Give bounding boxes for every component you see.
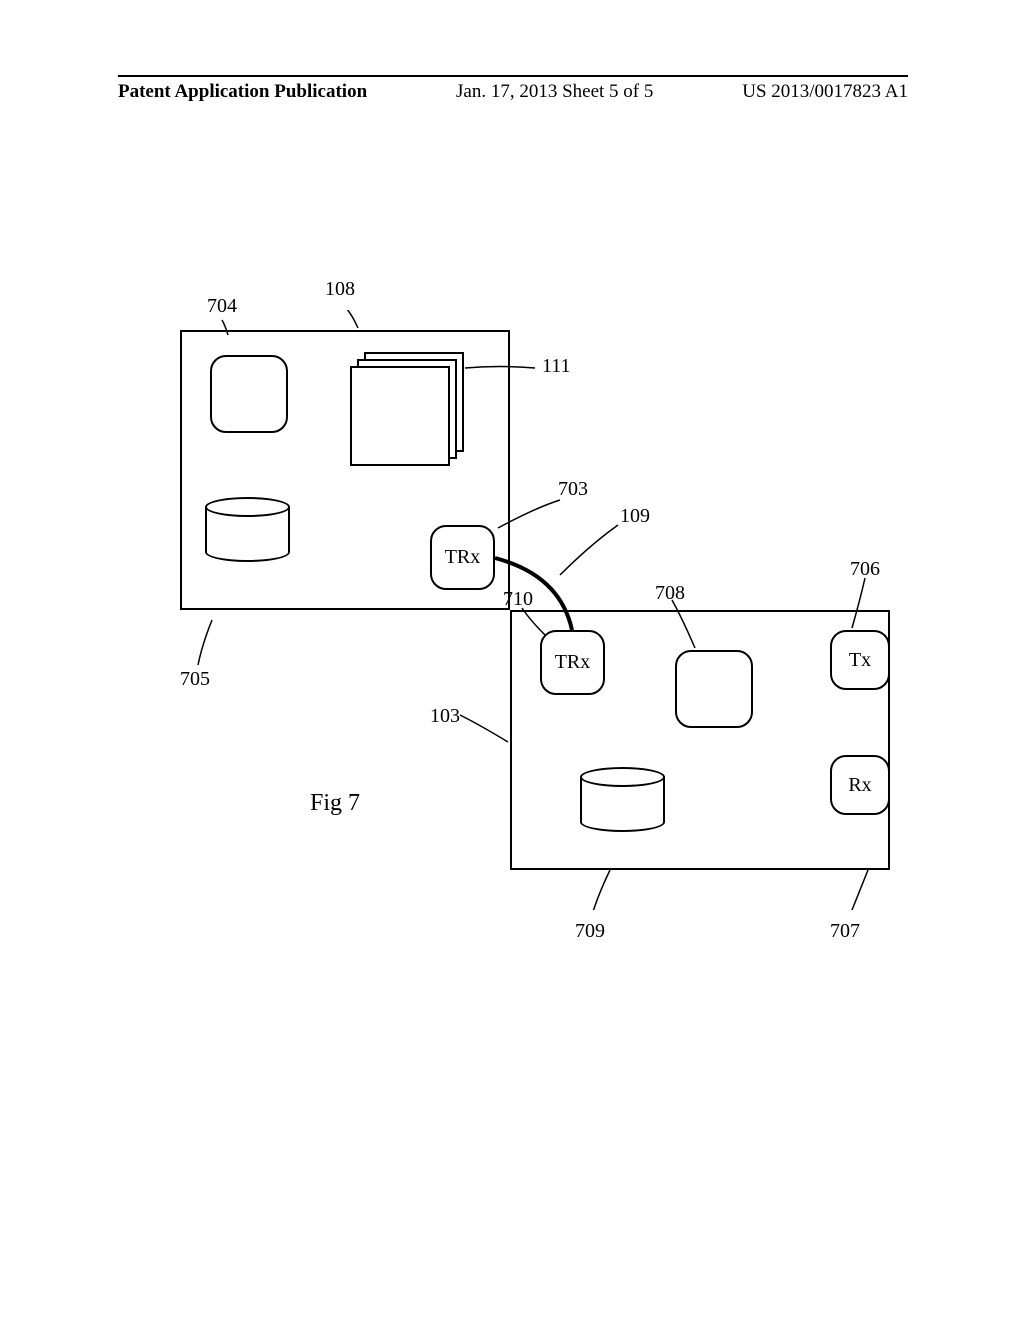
page-header: Patent Application Publication Jan. 17, … xyxy=(0,75,1024,103)
component-704 xyxy=(210,355,288,433)
cylinder-709 xyxy=(580,775,665,832)
header-center-text: Jan. 17, 2013 Sheet 5 of 5 xyxy=(456,81,653,103)
figure-caption: Fig 7 xyxy=(310,790,360,817)
label-706: 706 xyxy=(850,558,880,581)
stack-item-1 xyxy=(350,366,450,466)
label-709: 709 xyxy=(575,920,605,943)
label-707: 707 xyxy=(830,920,860,943)
label-111: 111 xyxy=(542,355,571,378)
tx-label: Tx xyxy=(849,649,871,672)
cylinder-705 xyxy=(205,505,290,562)
component-trx-703: TRx xyxy=(430,525,495,590)
header-right-text: US 2013/0017823 A1 xyxy=(742,81,908,103)
component-trx-710: TRx xyxy=(540,630,605,695)
component-rx-707: Rx xyxy=(830,755,890,815)
label-109: 109 xyxy=(620,505,650,528)
label-703: 703 xyxy=(558,478,588,501)
label-103: 103 xyxy=(430,705,460,728)
rx-label: Rx xyxy=(848,774,871,797)
diagram-fig7: TRx TRx Tx Rx xyxy=(140,310,920,910)
component-tx-706: Tx xyxy=(830,630,890,690)
label-705: 705 xyxy=(180,668,210,691)
header-divider xyxy=(118,75,908,77)
trx-label-1: TRx xyxy=(445,546,481,569)
label-708: 708 xyxy=(655,582,685,605)
trx-label-2: TRx xyxy=(555,651,591,674)
label-710: 710 xyxy=(503,588,533,611)
header-text-row: Patent Application Publication Jan. 17, … xyxy=(118,81,908,103)
header-left-text: Patent Application Publication xyxy=(118,81,367,103)
label-704: 704 xyxy=(207,295,237,318)
label-108: 108 xyxy=(325,278,355,301)
component-708 xyxy=(675,650,753,728)
